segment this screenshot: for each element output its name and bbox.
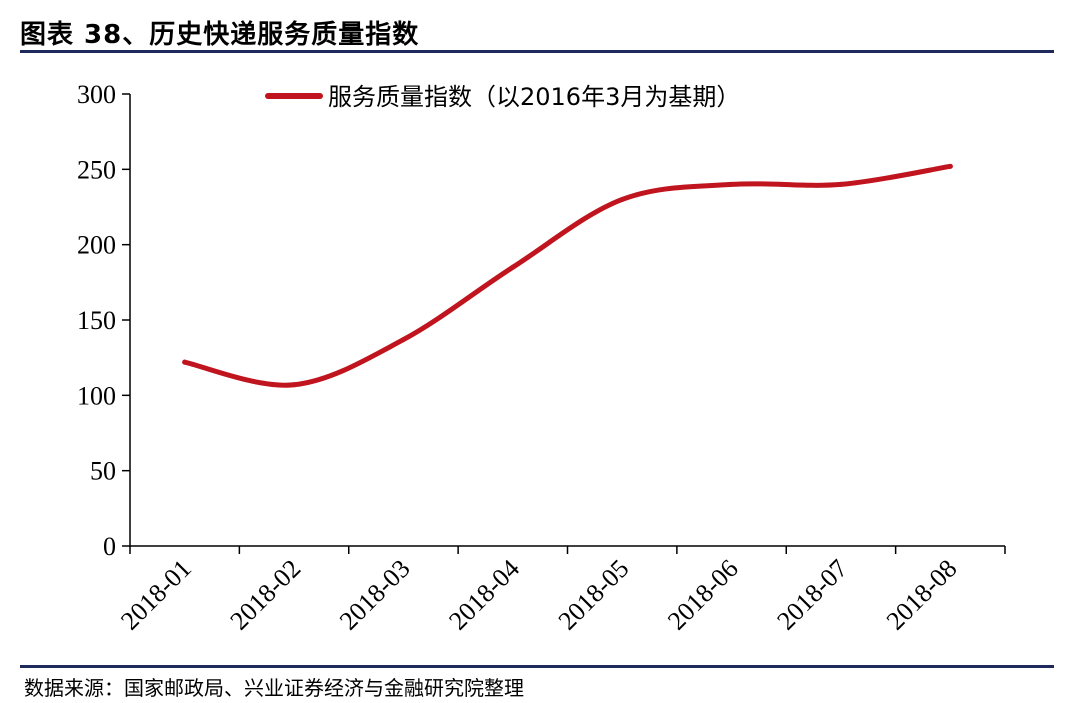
legend-label: 服务质量指数（以2016年3月为基期） [328, 83, 740, 111]
data-point [291, 382, 297, 388]
y-tick-label: 100 [77, 381, 116, 410]
y-tick-label: 50 [90, 457, 116, 486]
x-tick-label: 2018-06 [662, 554, 744, 636]
series-group [182, 163, 953, 388]
data-source-note: 数据来源：国家邮政局、兴业证券经济与金融研究院整理 [24, 676, 524, 700]
y-tick-label: 250 [77, 155, 116, 184]
x-tick-label: 2018-02 [225, 554, 307, 636]
series-line [182, 163, 953, 388]
y-tick-label: 300 [77, 80, 116, 109]
data-point [510, 264, 516, 270]
header-rule [20, 50, 1054, 53]
y-tick-label: 150 [77, 306, 116, 335]
data-point [729, 181, 735, 187]
data-point [838, 181, 844, 187]
x-tick-label: 2018-07 [771, 554, 853, 636]
legend: 服务质量指数（以2016年3月为基期） [265, 83, 740, 111]
x-tick-label: 2018-01 [115, 554, 197, 636]
y-tick-label: 200 [77, 231, 116, 260]
chart-title: 图表 38、历史快递服务质量指数 [20, 20, 420, 50]
x-tick-label: 2018-08 [881, 554, 963, 636]
data-point [182, 359, 188, 365]
x-tick-labels: 2018-01 2018-02 2018-03 2018-04 2018-05 2018-… [115, 554, 962, 636]
x-tick-label: 2018-05 [553, 554, 635, 636]
y-tick-label: 0 [103, 532, 116, 561]
data-point [947, 163, 953, 169]
footer-rule [20, 665, 1054, 668]
y-tick-labels: 0 50 100 150 200 250 300 [77, 80, 116, 561]
chart-axes [122, 93, 1006, 554]
x-tick-label: 2018-04 [443, 554, 525, 636]
x-tick-label: 2018-03 [334, 554, 416, 636]
data-point [619, 196, 625, 202]
data-point [400, 337, 406, 343]
